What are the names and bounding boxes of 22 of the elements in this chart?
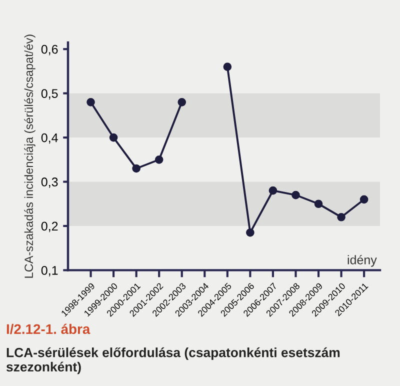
x-axis-title: idény [348,254,377,267]
point [178,98,186,106]
y-tick-label: 0,4 [41,133,58,144]
point [223,62,232,71]
y-tick-label: 0,2 [41,222,58,232]
y-tick-label: 0,6 [41,44,58,56]
text: I/2.12-1. ábra [6,324,90,334]
point [86,98,95,106]
text: LCA-sérülések előfordulása (csapatonkénti esetszám szezonként) [6,347,340,374]
point [132,164,140,173]
point [360,195,368,204]
point [337,212,346,222]
point [154,155,164,164]
y-tick-label: 0,5 [41,89,58,100]
point [292,190,300,200]
point [268,186,278,195]
point [314,200,323,208]
y-tick-label: 0,3 [41,178,58,188]
point [109,133,118,142]
y-tick-label: 0,1 [41,266,58,276]
y-axis-title: LCA-szakadás incidenciája (sérülés/csapat/év) [24,34,36,278]
point [246,228,254,237]
